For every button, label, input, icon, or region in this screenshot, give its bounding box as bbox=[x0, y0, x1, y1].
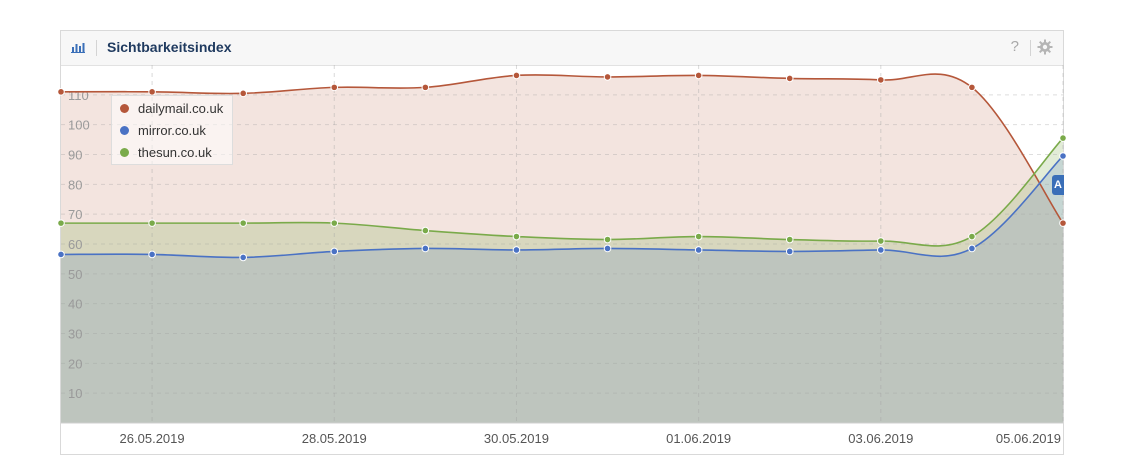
point-thesun bbox=[148, 219, 156, 227]
y-tick-label: 90 bbox=[68, 148, 82, 163]
gear-icon[interactable] bbox=[1037, 39, 1053, 55]
point-dailymail bbox=[877, 76, 885, 84]
point-dailymail bbox=[785, 74, 794, 83]
point-thesun bbox=[239, 219, 247, 227]
x-tick-label: 03.06.2019 bbox=[848, 431, 913, 446]
point-thesun bbox=[1059, 134, 1067, 142]
point-dailymail bbox=[694, 71, 703, 80]
widget-title: Sichtbarkeitsindex bbox=[107, 39, 232, 55]
legend-item-dailymail[interactable]: dailymail.co.uk bbox=[120, 101, 223, 119]
point-mirror bbox=[57, 250, 65, 259]
point-mirror bbox=[239, 253, 247, 262]
point-mirror bbox=[148, 250, 156, 259]
point-dailymail bbox=[1059, 219, 1067, 227]
point-mirror bbox=[512, 246, 521, 254]
point-dailymail bbox=[239, 89, 247, 98]
legend-dot-dailymail bbox=[120, 104, 129, 114]
x-tick-label: 30.05.2019 bbox=[484, 431, 549, 446]
y-tick-label: 80 bbox=[68, 177, 82, 192]
point-mirror bbox=[1059, 152, 1067, 160]
chart-legend: dailymail.co.uk mirror.co.uk thesun.co.u… bbox=[111, 95, 233, 165]
y-tick-label: 70 bbox=[68, 207, 82, 222]
y-tick-label: 100 bbox=[68, 118, 90, 133]
point-thesun bbox=[512, 232, 521, 241]
point-mirror bbox=[968, 244, 976, 253]
y-tick-label: 10 bbox=[68, 386, 82, 401]
point-dailymail bbox=[421, 83, 430, 92]
y-tick-label: 60 bbox=[68, 237, 82, 252]
x-tick-label: 28.05.2019 bbox=[302, 431, 367, 446]
point-thesun bbox=[785, 235, 794, 244]
point-dailymail bbox=[330, 83, 339, 92]
point-dailymail bbox=[968, 83, 976, 92]
point-thesun bbox=[421, 226, 430, 235]
point-thesun bbox=[694, 232, 703, 241]
legend-dot-thesun bbox=[120, 148, 129, 158]
legend-label-thesun: thesun.co.uk bbox=[138, 145, 212, 160]
annotation-marker[interactable]: A bbox=[1052, 175, 1064, 195]
y-tick-label: 50 bbox=[68, 267, 82, 282]
point-mirror bbox=[694, 246, 703, 254]
legend-item-thesun[interactable]: thesun.co.uk bbox=[120, 145, 212, 163]
legend-label-dailymail: dailymail.co.uk bbox=[138, 101, 224, 116]
area-mirror bbox=[61, 155, 1063, 423]
point-thesun bbox=[968, 232, 976, 241]
point-mirror bbox=[330, 247, 339, 256]
x-tick-label: 01.06.2019 bbox=[666, 431, 731, 446]
x-tick-label: 26.05.2019 bbox=[120, 431, 185, 446]
legend-item-mirror[interactable]: mirror.co.uk bbox=[120, 123, 206, 141]
help-icon[interactable]: ? bbox=[1010, 38, 1019, 55]
point-thesun bbox=[57, 219, 65, 227]
point-mirror bbox=[785, 247, 794, 256]
y-tick-label: 30 bbox=[68, 327, 82, 342]
point-mirror bbox=[603, 244, 612, 253]
x-tick-label: 05.06.2019 bbox=[996, 431, 1061, 446]
y-tick-label: 110 bbox=[68, 88, 89, 103]
line-thesun bbox=[61, 137, 1064, 247]
point-thesun bbox=[330, 219, 339, 227]
legend-dot-mirror bbox=[120, 126, 129, 136]
y-tick-label: 40 bbox=[68, 297, 82, 312]
point-mirror bbox=[877, 246, 885, 254]
header-divider bbox=[96, 40, 97, 56]
legend-label-mirror: mirror.co.uk bbox=[138, 123, 206, 138]
point-mirror bbox=[421, 244, 430, 253]
header-divider-right bbox=[1030, 40, 1031, 56]
point-dailymail bbox=[603, 73, 612, 81]
point-thesun bbox=[877, 237, 885, 245]
y-tick-label: 20 bbox=[68, 356, 82, 371]
bar-chart-icon[interactable] bbox=[71, 41, 85, 53]
widget-header: Sichtbarkeitsindex ? bbox=[61, 31, 1063, 66]
line-mirror bbox=[60, 155, 1064, 259]
point-dailymail bbox=[512, 71, 521, 80]
area-thesun bbox=[61, 138, 1063, 423]
point-dailymail bbox=[57, 88, 65, 96]
point-thesun bbox=[603, 235, 612, 244]
